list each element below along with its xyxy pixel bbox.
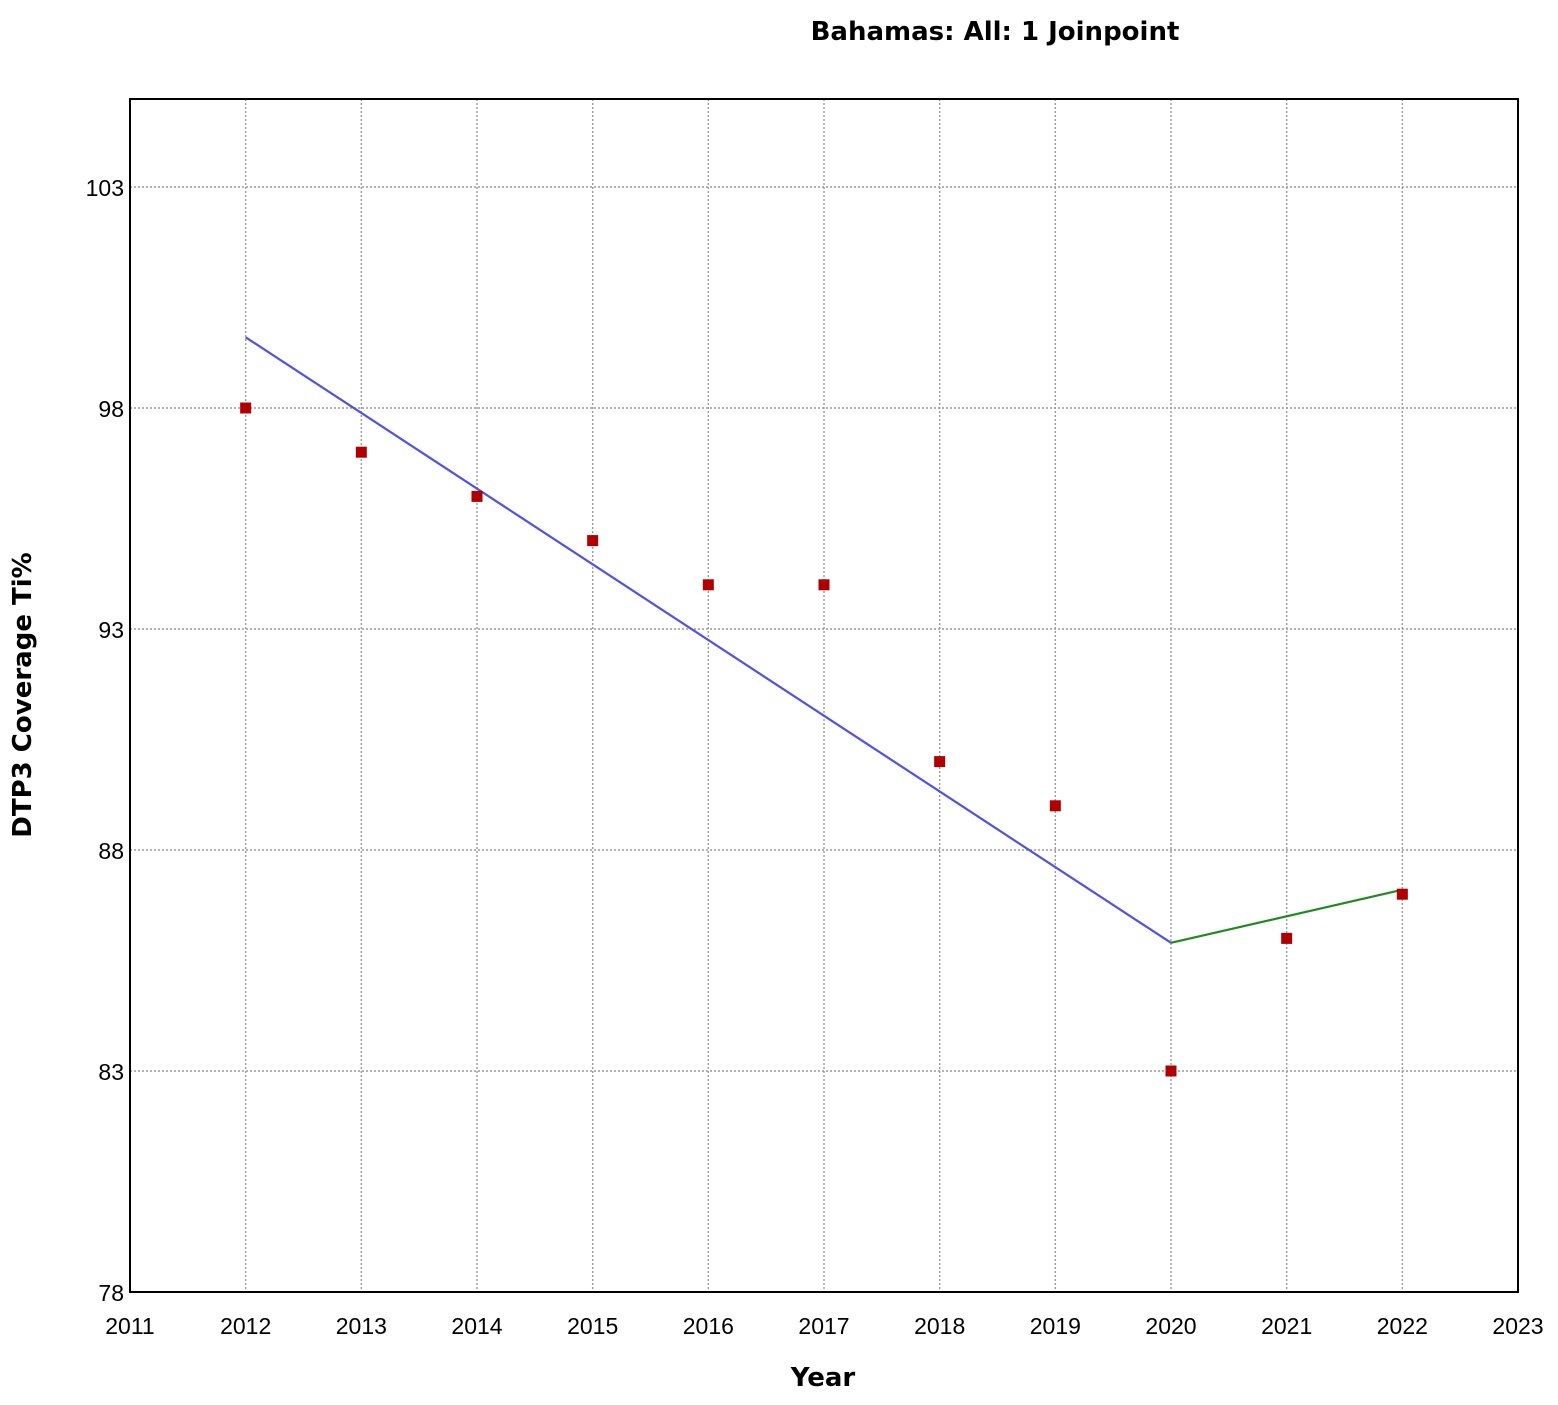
y-tick-labels: 78 83 88 93 98 103 (86, 175, 124, 1306)
x-tick-label: 2020 (1145, 1313, 1196, 1339)
trend-segment-1 (245, 336, 1172, 944)
x-tick-label: 2019 (1030, 1313, 1081, 1339)
x-tick-label: 2018 (914, 1313, 965, 1339)
y-tick-label: 98 (98, 396, 124, 422)
trend-segment-2 (1170, 888, 1403, 944)
x-tick-label: 2016 (683, 1313, 734, 1339)
chart-title: Bahamas: All: 1 Joinpoint (811, 17, 1180, 47)
data-point (471, 490, 483, 502)
data-point (355, 446, 367, 458)
data-point (702, 579, 714, 591)
data-point (240, 402, 252, 414)
x-tick-label: 2022 (1377, 1313, 1428, 1339)
y-tick-label: 78 (98, 1280, 124, 1306)
y-tick-label: 88 (98, 838, 124, 864)
x-tick-label: 2023 (1492, 1313, 1543, 1339)
grid (130, 99, 1518, 1292)
data-point (587, 535, 599, 547)
trend-segments (245, 336, 1403, 944)
y-tick-label: 83 (98, 1059, 124, 1085)
data-point (1396, 888, 1408, 900)
x-tick-label: 2017 (798, 1313, 849, 1339)
x-tick-label: 2021 (1261, 1313, 1312, 1339)
y-axis-label: DTP3 Coverage Ti% (8, 552, 38, 837)
x-tick-label: 2011 (105, 1313, 154, 1339)
plot-frame (129, 98, 1519, 1293)
y-tick-label: 93 (98, 617, 124, 643)
x-tick-label: 2013 (336, 1313, 387, 1339)
data-point (1281, 932, 1293, 944)
x-axis-label: Year (790, 1363, 856, 1393)
data-point (1165, 1065, 1177, 1077)
data-point (1049, 800, 1061, 812)
data-point (934, 756, 946, 768)
x-tick-labels: 2011 2012 2013 2014 2015 2016 2017 2018 2019 2020… (105, 1313, 1543, 1339)
x-tick-label: 2012 (220, 1313, 271, 1339)
y-tick-label: 103 (86, 175, 124, 201)
x-tick-label: 2014 (451, 1313, 502, 1339)
observed-points (240, 402, 1408, 1077)
x-tick-label: 2015 (567, 1313, 618, 1339)
data-point (818, 579, 830, 591)
